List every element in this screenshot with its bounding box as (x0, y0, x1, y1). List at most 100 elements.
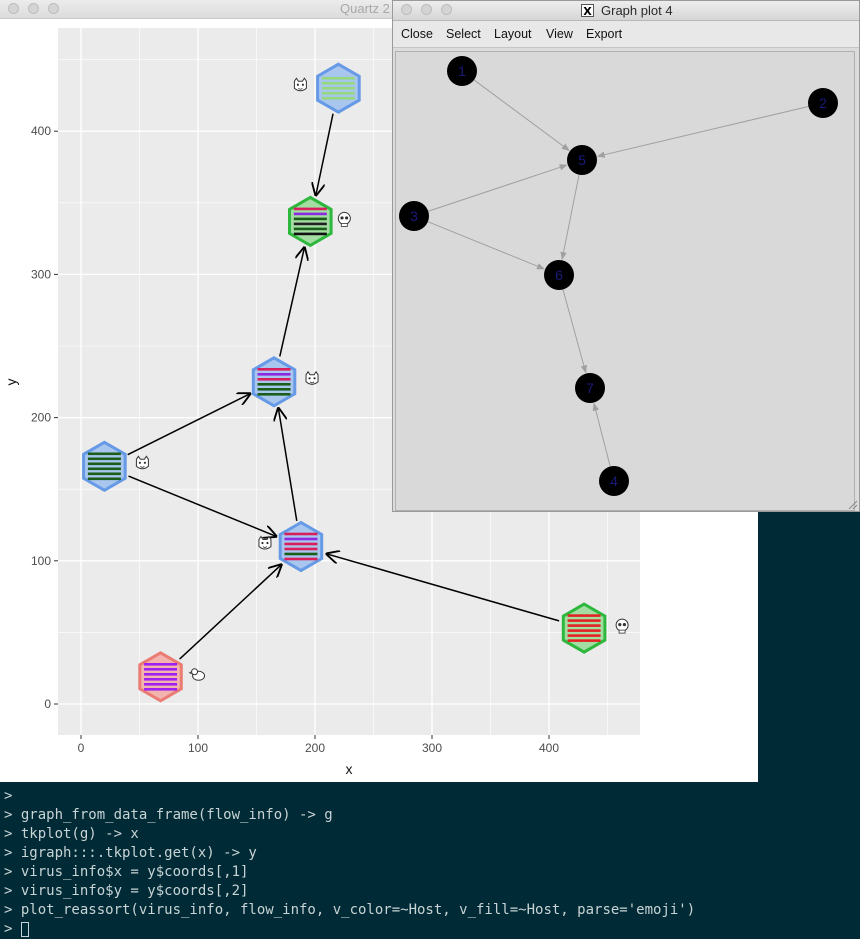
y-tick-label: 400 (31, 124, 51, 138)
vertex-circle[interactable] (567, 145, 597, 175)
segment-stripe (293, 232, 327, 236)
segment-stripe (257, 373, 291, 376)
segment-stripe (567, 639, 601, 642)
graph-edge[interactable] (473, 79, 570, 151)
flow-edge (278, 408, 298, 521)
segment-stripe (321, 91, 355, 95)
graph-vertex[interactable]: 1 (447, 56, 477, 86)
vertex-circle[interactable] (599, 466, 629, 496)
graph-edge[interactable] (428, 164, 568, 212)
segment-stripe (293, 217, 327, 221)
menu-select[interactable]: Select (446, 27, 481, 41)
skull-eye (622, 623, 626, 627)
vertex-circle[interactable] (808, 88, 838, 118)
segment-stripe (567, 634, 601, 637)
vertex-label: 4 (610, 473, 618, 489)
bird-head (191, 668, 199, 676)
segment-stripe (87, 462, 121, 466)
skull-jaw (340, 223, 348, 227)
menu-export[interactable]: Export (586, 27, 623, 41)
console-line: > plot_reassort(virus_info, flow_info, v… (4, 902, 696, 918)
zoom-window-button[interactable] (48, 3, 59, 14)
graph-edge[interactable] (596, 105, 809, 158)
vertex-label: 5 (578, 152, 586, 168)
flow-edge (128, 475, 275, 536)
minimize-window-button[interactable] (28, 3, 39, 14)
skull-eye (340, 216, 344, 220)
y-tick-label: 100 (31, 554, 51, 568)
cat-eye (261, 541, 264, 545)
console-line: > graph_from_data_frame(flow_info) -> g (4, 807, 333, 823)
r-console[interactable]: > > graph_from_data_frame(flow_info) -> … (0, 787, 860, 939)
graph-window-title: Graph plot 4 (601, 3, 673, 18)
node-hexagon[interactable] (138, 651, 183, 703)
menu-layout[interactable]: Layout (494, 27, 532, 41)
cat-eye (138, 461, 141, 464)
segment-stripe (321, 81, 355, 85)
cat-head (305, 370, 319, 385)
vertex-circle[interactable] (544, 260, 574, 290)
cat-eye (313, 377, 316, 380)
graph-window-titlebar[interactable]: X Graph plot 4 (393, 1, 859, 21)
virus-node[interactable] (561, 602, 629, 654)
vertex-circle[interactable] (399, 201, 429, 231)
graph-vertex[interactable]: 6 (544, 260, 574, 290)
graph-edge[interactable] (560, 174, 580, 261)
menu-view[interactable]: View (546, 27, 573, 41)
minimize-window-button[interactable] (421, 4, 432, 15)
segment-stripe (284, 547, 318, 551)
virus-node[interactable] (258, 520, 324, 573)
graph-vertex[interactable]: 2 (808, 88, 838, 118)
node-hexagon[interactable] (82, 440, 127, 493)
vertex-circle[interactable] (447, 56, 477, 86)
node-hexagon[interactable] (288, 195, 333, 248)
segment-stripe (567, 614, 601, 617)
node-hexagon[interactable] (278, 520, 324, 573)
console-line: > (4, 788, 13, 804)
flow-edge (279, 248, 305, 357)
graph-vertex[interactable]: 5 (567, 145, 597, 175)
vertex-label: 6 (555, 267, 563, 283)
node-hexagon[interactable] (561, 602, 607, 654)
graph-edge[interactable] (427, 221, 545, 270)
segment-stripe (144, 682, 178, 686)
y-tick-label: 300 (31, 267, 51, 281)
vertex-label: 7 (586, 380, 594, 396)
graph-vertex[interactable]: 3 (399, 201, 429, 231)
graph-vertex[interactable]: 7 (575, 373, 605, 403)
node-hexagon[interactable] (251, 356, 297, 408)
virus-node[interactable] (288, 195, 351, 248)
segment-stripe (321, 76, 355, 80)
cat-eye (308, 377, 311, 380)
close-window-button[interactable] (401, 4, 412, 15)
menu-close[interactable]: Close (401, 27, 433, 41)
segment-stripe (567, 619, 601, 622)
graph-edge[interactable] (562, 289, 587, 374)
virus-node[interactable] (293, 62, 361, 114)
segment-stripe (257, 378, 291, 381)
x-tick-label: 0 (78, 741, 85, 755)
x-axis-label: x (346, 761, 353, 777)
segment-stripe (87, 467, 121, 471)
graph-network[interactable]: 1 2 5 3 6 7 4 (396, 52, 854, 510)
x11-icon: X (581, 4, 594, 18)
virus-node[interactable] (251, 356, 319, 408)
segment-stripe (293, 207, 327, 211)
bird-icon (188, 668, 206, 681)
zoom-window-button[interactable] (441, 4, 452, 15)
cat-icon (258, 535, 272, 550)
y-tick-label: 0 (44, 697, 51, 711)
close-window-button[interactable] (8, 3, 19, 14)
cat-eye (143, 461, 146, 464)
skull-eye (618, 623, 622, 627)
resize-grip-icon[interactable] (848, 500, 858, 510)
graph-vertex[interactable]: 4 (599, 466, 629, 496)
virus-node[interactable] (82, 440, 149, 493)
graph-edge[interactable] (592, 402, 611, 467)
console-prompt-line[interactable]: > (0, 920, 860, 939)
virus-node[interactable] (138, 651, 206, 703)
graph-canvas[interactable]: 1 2 5 3 6 7 4 (395, 51, 855, 511)
vertex-circle[interactable] (575, 373, 605, 403)
skull-jaw (618, 629, 626, 634)
text-cursor[interactable] (20, 921, 29, 937)
